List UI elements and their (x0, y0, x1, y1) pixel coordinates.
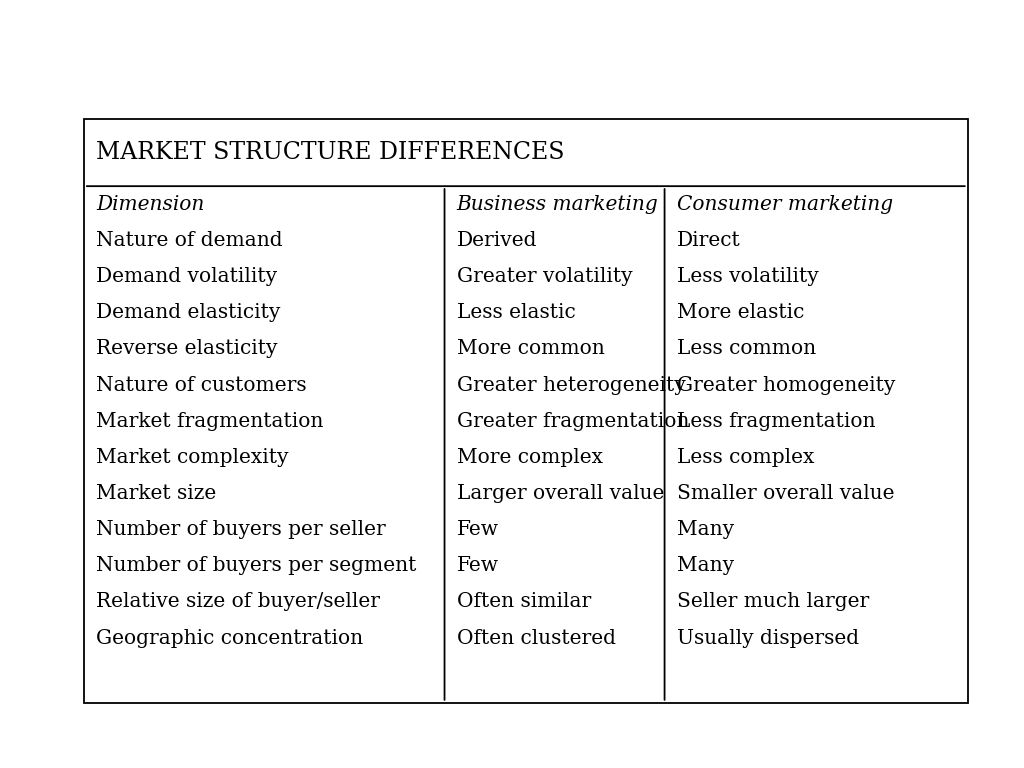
Text: Larger overall value: Larger overall value (457, 484, 665, 503)
Text: Few: Few (457, 556, 499, 575)
Text: Demand elasticity: Demand elasticity (96, 303, 281, 323)
Text: Less complex: Less complex (677, 448, 814, 467)
Text: Demand volatility: Demand volatility (96, 267, 278, 286)
Text: Market size: Market size (96, 484, 216, 503)
Text: Often similar: Often similar (457, 592, 591, 611)
Text: Consumer marketing: Consumer marketing (677, 195, 893, 214)
Text: Market fragmentation: Market fragmentation (96, 412, 324, 431)
Text: Number of buyers per seller: Number of buyers per seller (96, 520, 386, 539)
Text: Usually dispersed: Usually dispersed (677, 629, 859, 647)
Text: More complex: More complex (457, 448, 603, 467)
Text: Market complexity: Market complexity (96, 448, 289, 467)
Text: Greater heterogeneity: Greater heterogeneity (457, 376, 685, 395)
Text: Number of buyers per segment: Number of buyers per segment (96, 556, 417, 575)
Text: Greater homogeneity: Greater homogeneity (677, 376, 895, 395)
Text: Geographic concentration: Geographic concentration (96, 629, 364, 647)
Text: Less fragmentation: Less fragmentation (677, 412, 876, 431)
Text: Greater fragmentation: Greater fragmentation (457, 412, 689, 431)
Text: Relative size of buyer/seller: Relative size of buyer/seller (96, 592, 380, 611)
Text: Less common: Less common (677, 339, 816, 359)
Text: Greater volatility: Greater volatility (457, 267, 633, 286)
Text: Direct: Direct (677, 231, 740, 250)
Text: Nature of customers: Nature of customers (96, 376, 307, 395)
Text: Derived: Derived (457, 231, 538, 250)
Text: Nature of demand: Nature of demand (96, 231, 283, 250)
Text: Less elastic: Less elastic (457, 303, 575, 323)
Text: Many: Many (677, 520, 734, 539)
Text: More common: More common (457, 339, 604, 359)
Text: More elastic: More elastic (677, 303, 804, 323)
Text: Seller much larger: Seller much larger (677, 592, 869, 611)
Text: Reverse elasticity: Reverse elasticity (96, 339, 278, 359)
Text: Few: Few (457, 520, 499, 539)
Text: Often clustered: Often clustered (457, 629, 615, 647)
Text: Many: Many (677, 556, 734, 575)
Text: Dimension: Dimension (96, 195, 205, 214)
Text: Less volatility: Less volatility (677, 267, 818, 286)
Text: MARKET STRUCTURE DIFFERENCES: MARKET STRUCTURE DIFFERENCES (96, 141, 565, 164)
Text: Smaller overall value: Smaller overall value (677, 484, 894, 503)
Text: Business marketing: Business marketing (457, 195, 658, 214)
